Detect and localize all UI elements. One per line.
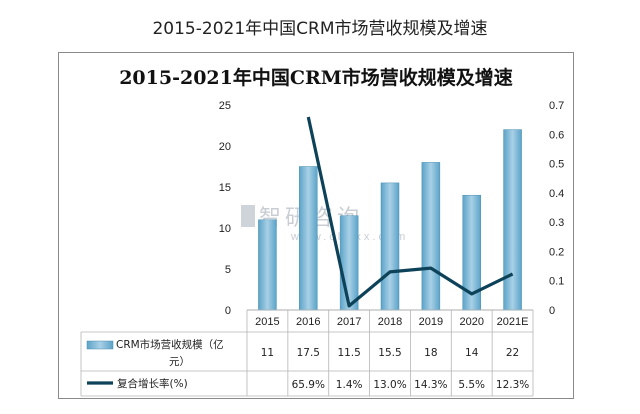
y2-axis-tick-label: 0.5 [549,159,564,171]
chart-title: 2015-2021年中国CRM市场营收规模及增速 [119,67,513,89]
y2-axis-tick-label: 0.4 [549,188,564,200]
chart-frame: 2015-2021年中国CRM市场营收规模及增速 智研咨询www.chyxx.c… [58,52,574,399]
y2-axis-tick-label: 0 [549,305,555,317]
y2-axis-tick-label: 0.7 [549,100,564,112]
legend-line-label: 复合增长率(%) [117,377,188,390]
data-label: 14.3% [414,379,447,391]
x-axis-tick-label: 2017 [337,316,361,328]
x-axis-tick-label: 2020 [459,316,483,328]
data-label: 15.5 [378,347,401,359]
x-axis-tick-label: 2018 [378,316,402,328]
bar [339,215,359,311]
y-axis-tick-label: 10 [219,223,231,235]
y-axis-tick-label: 25 [219,100,231,112]
bar [380,182,400,311]
bar [421,162,441,311]
data-label: 18 [424,347,437,359]
data-label: 12.3% [496,379,529,391]
legend-bar-label: CRM市场营收规模（亿 [116,338,224,351]
data-label: 65.9% [292,379,325,391]
x-axis-tick-label: 2021E [497,316,529,328]
y-axis-tick-label: 5 [225,264,231,276]
x-axis-tick-label: 2016 [296,316,320,328]
data-label: 11 [261,347,274,359]
watermark-logo-icon [241,205,255,227]
y-axis-tick-label: 0 [225,305,231,317]
outer-title: 2015-2021年中国CRM市场营收规模及增速 [152,19,488,39]
bar [258,219,277,311]
y2-axis-tick-label: 0.1 [549,276,564,288]
data-label: 14 [465,347,479,359]
y-axis-tick-label: 20 [219,141,231,153]
legend-bar-swatch [86,340,114,350]
y2-axis-tick-label: 0.6 [549,129,564,141]
chart-svg: 智研咨询www.chyxx.com051015202500.10.20.30.4… [80,100,564,397]
bar [299,166,318,311]
growth-line [306,116,514,308]
data-label: 22 [506,347,519,359]
y2-axis-tick-label: 0.3 [549,217,564,229]
y-axis-tick-label: 15 [219,182,231,194]
data-label: 1.4% [336,379,363,391]
legend-bar-label-cont: 元） [169,356,190,368]
y2-axis-tick-label: 0.2 [549,246,564,258]
bar [503,129,522,311]
data-label: 5.5% [458,379,485,391]
data-label: 17.5 [297,347,320,359]
x-axis-tick-label: 2019 [419,316,443,328]
x-axis-tick-label: 2015 [255,316,279,328]
data-label: 13.0% [373,379,406,391]
data-label: 11.5 [337,347,360,359]
